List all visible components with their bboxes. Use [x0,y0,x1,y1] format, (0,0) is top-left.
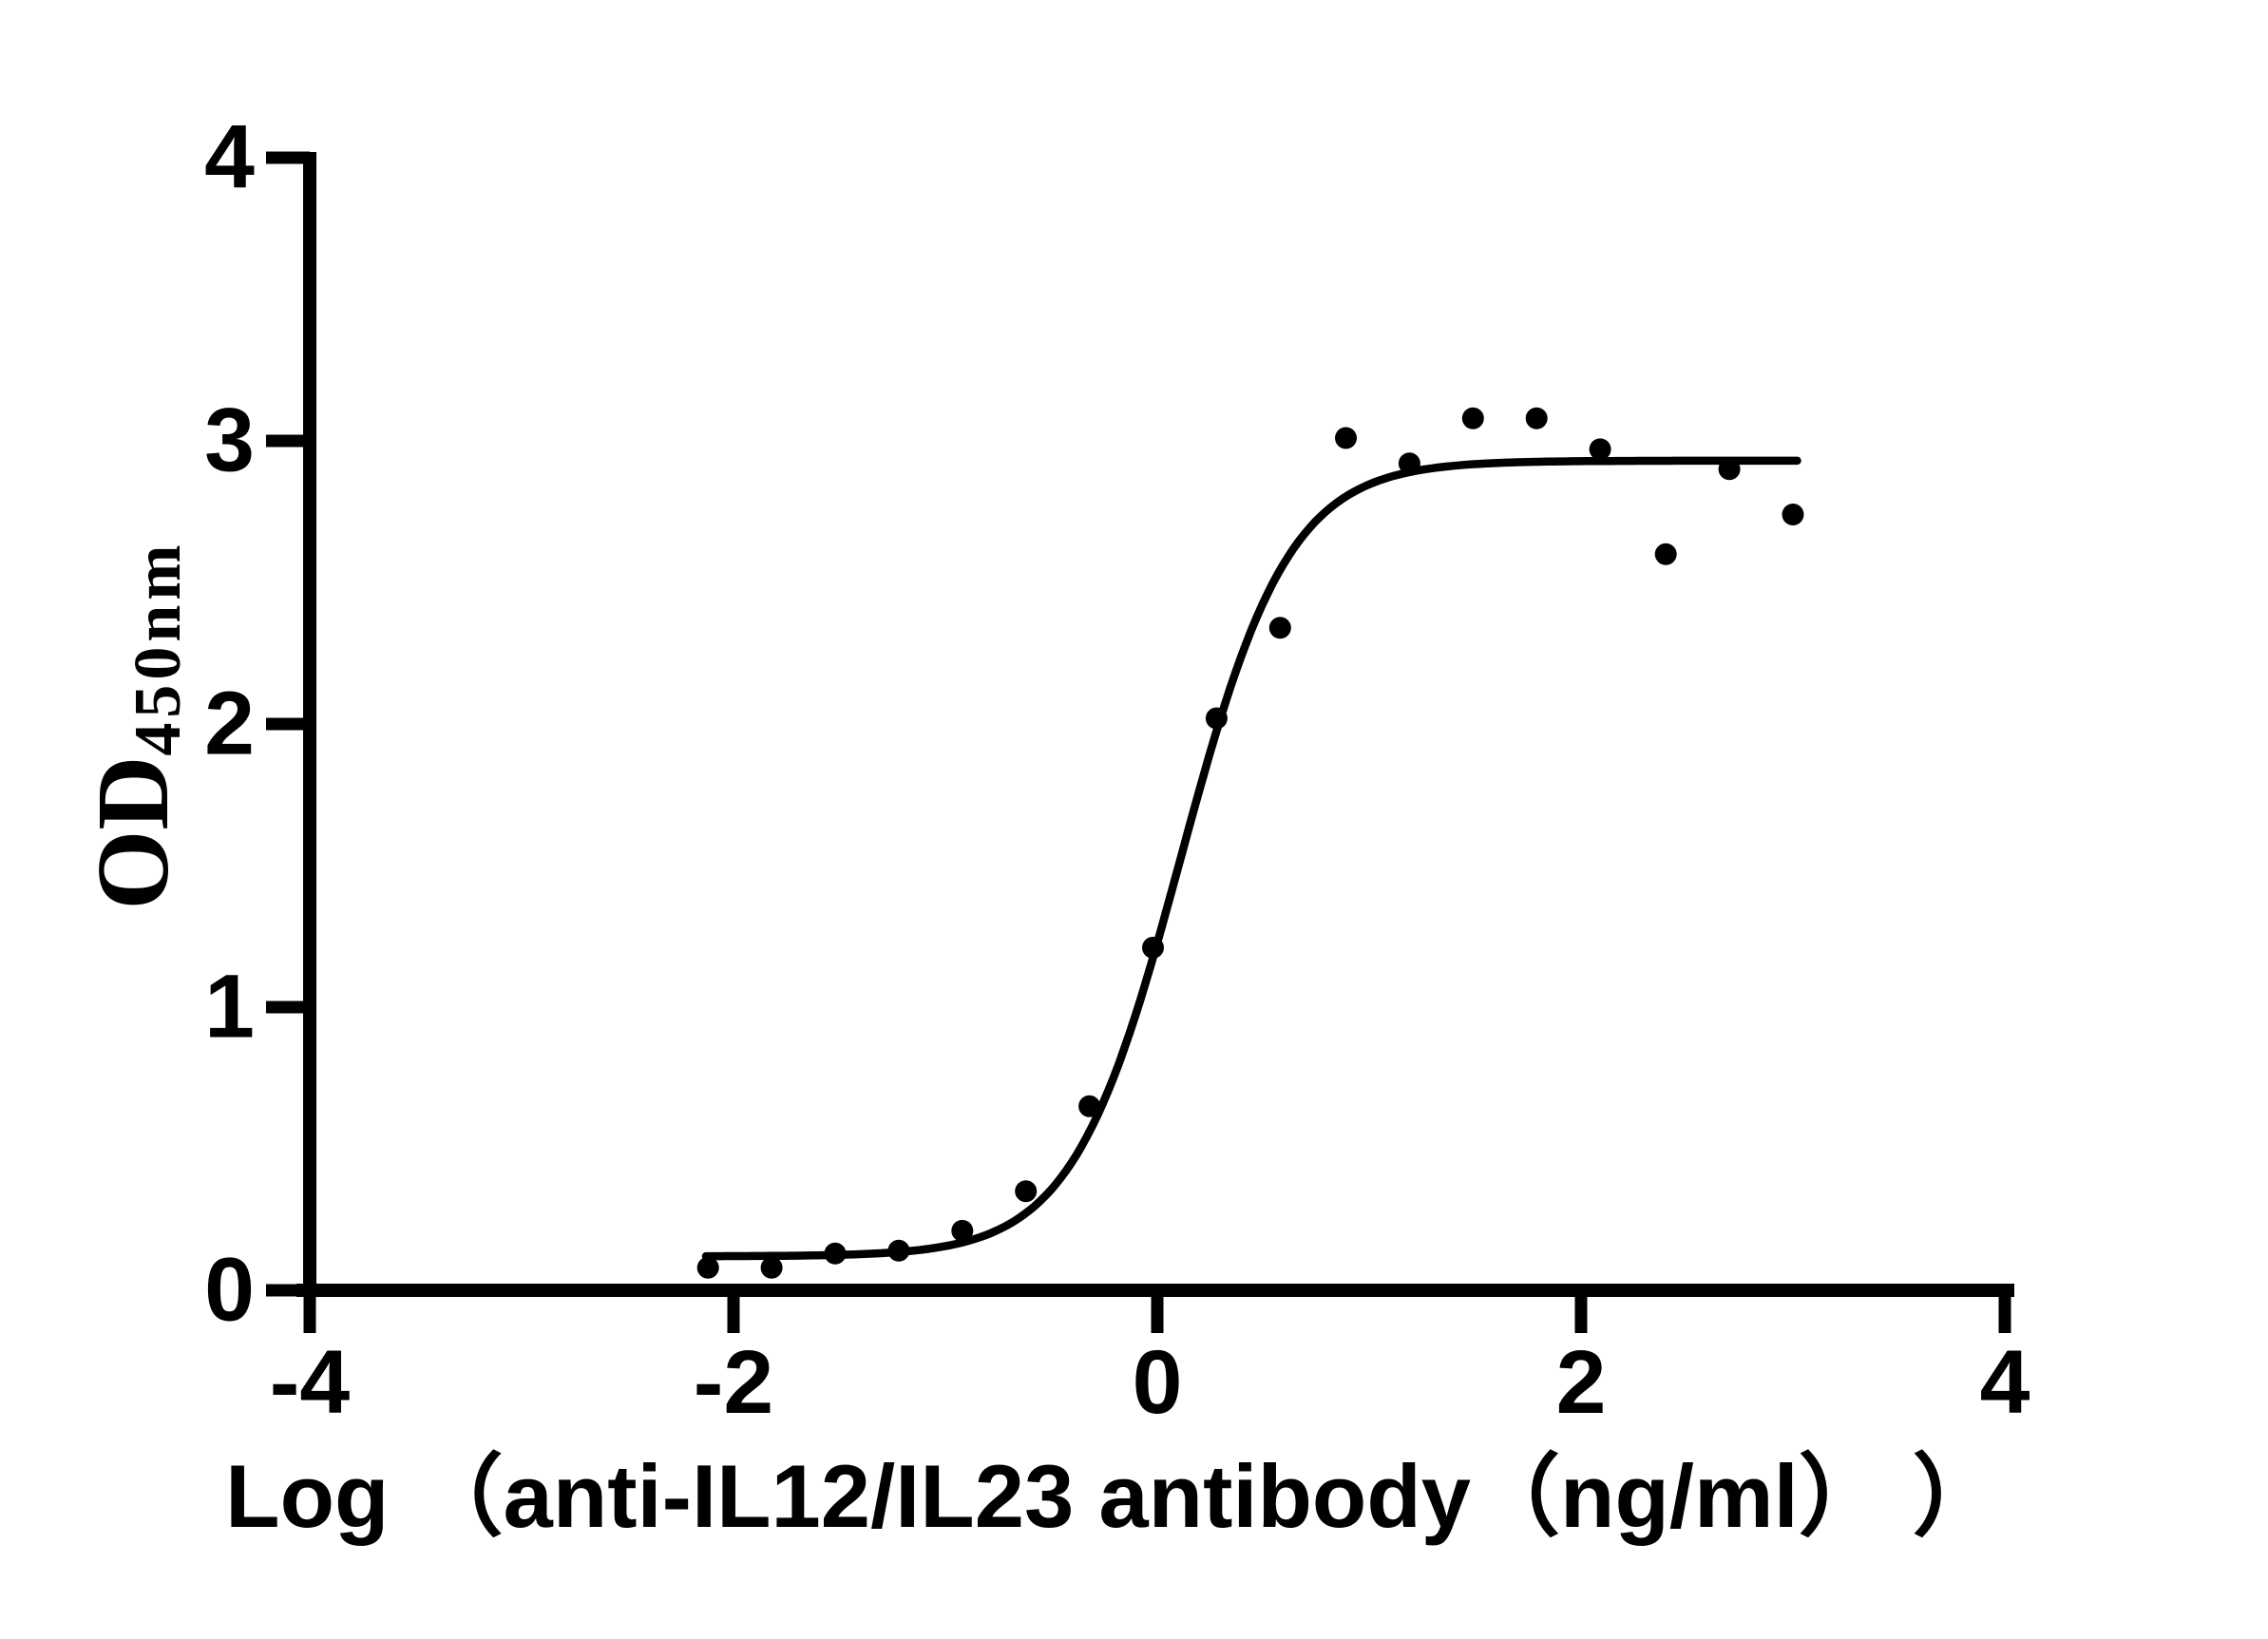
data-point-dot [1268,617,1291,639]
data-point-dot [1589,438,1611,461]
x-tick-label: -4 [269,1332,351,1433]
x-tick-label: 4 [1979,1332,2030,1433]
data-point-dot [1782,504,1804,525]
y-axis-title-main: OD [77,755,190,910]
data-point-dot [824,1242,847,1265]
x-axis-title: Log （anti-IL12/IL23 antibody（ng/ml） ） [225,1446,2002,1546]
data-point-dot [1015,1180,1038,1203]
data-point-dot [1718,458,1741,481]
y-axis-title: OD450nm [77,540,195,909]
y-tick-label: 4 [204,106,255,208]
data-point-dot [1525,407,1548,429]
y-tick-label: 3 [204,390,255,491]
y-tick-label: 0 [204,1239,255,1341]
x-tick-label: 2 [1555,1332,1607,1433]
y-tick-label: 1 [204,956,255,1058]
data-point-dot [1142,936,1164,959]
data-point-dot [1654,543,1677,565]
data-point-dot [1335,427,1357,449]
data-point-dot [696,1256,719,1279]
fit-curve-path [701,456,1801,1261]
data-point-dot [1078,1095,1101,1117]
data-point-dot [951,1219,974,1242]
y-tick-label: 2 [204,673,255,774]
x-tick-label: -2 [693,1332,774,1433]
y-axis-title-subscript: 450nm [122,540,195,756]
data-point-dot [887,1239,910,1262]
x-tick-label: 0 [1132,1332,1183,1433]
data-point-dot [1398,452,1420,475]
data-point-dot [1461,407,1484,429]
data-point-dot [760,1256,783,1279]
data-point-dot [1205,707,1228,730]
